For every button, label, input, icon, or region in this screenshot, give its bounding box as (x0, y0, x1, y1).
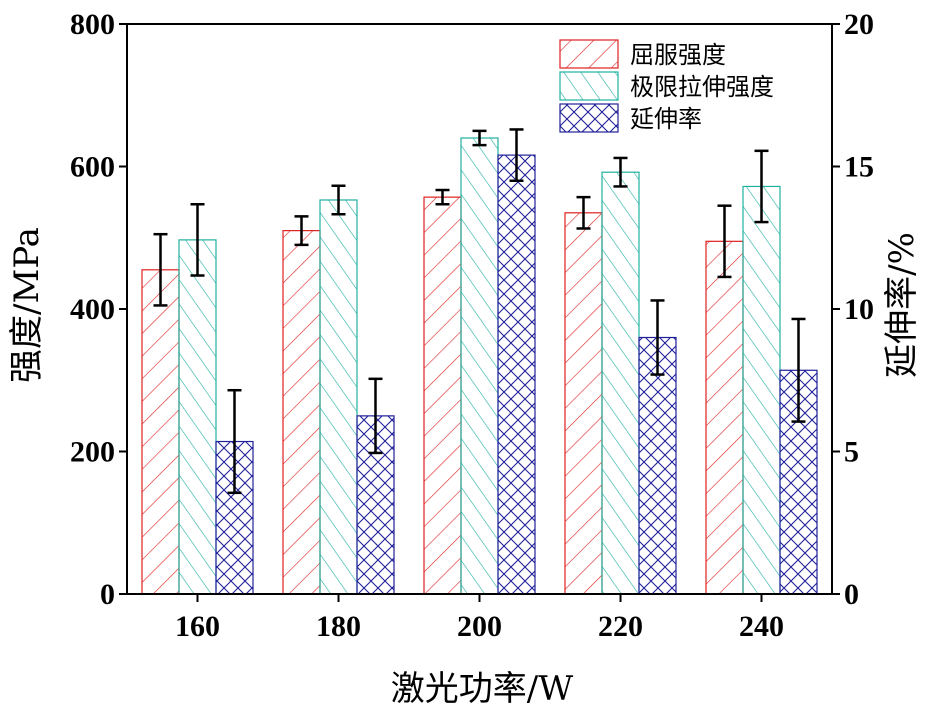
bar (460, 137, 499, 595)
y-tick-label-left: 200 (70, 436, 115, 469)
y-tick-label-left: 400 (70, 293, 115, 326)
axes-layer: 160 180 200 220 240 0 200 400 600 800 0 5 10 15 20 (70, 8, 874, 643)
bar (141, 269, 180, 595)
bar (178, 239, 217, 595)
bar (423, 196, 462, 595)
legend-swatch (559, 103, 619, 133)
bar (319, 199, 358, 595)
legend-swatch (559, 71, 619, 101)
y-tick-label-left: 800 (70, 8, 115, 41)
bar (742, 185, 781, 595)
y-tick-label-left: 600 (70, 151, 115, 184)
y-tick-label-right: 0 (844, 578, 859, 611)
y-axis-title-left: 强度/MPa (7, 227, 47, 383)
y-tick-label-right: 5 (844, 436, 859, 469)
legend-label: 延伸率 (630, 105, 702, 133)
x-tick-label: 220 (598, 610, 643, 643)
x-tick-label: 240 (739, 610, 784, 643)
legend-swatch (559, 39, 619, 69)
bar (282, 230, 321, 595)
y-tick-label-left: 0 (100, 578, 115, 611)
bar (705, 240, 744, 595)
legend-label: 屈服强度 (630, 41, 726, 69)
bar (497, 154, 536, 595)
bar (638, 336, 677, 595)
y-tick-label-right: 20 (844, 8, 874, 41)
x-tick-label: 160 (175, 610, 220, 643)
y-tick-label-right: 10 (844, 293, 874, 326)
x-tick-label: 200 (457, 610, 502, 643)
y-tick-label-right: 15 (844, 151, 874, 184)
y-axis-title-right: 延伸率/% (882, 232, 922, 378)
error-bars-layer (153, 128, 806, 495)
bar (601, 171, 640, 595)
legend-label: 极限拉伸强度 (630, 73, 774, 101)
x-axis-title: 激光功率/W (391, 669, 573, 709)
x-tick-label: 180 (316, 610, 361, 643)
bar (564, 212, 603, 595)
bars-layer (141, 137, 818, 595)
